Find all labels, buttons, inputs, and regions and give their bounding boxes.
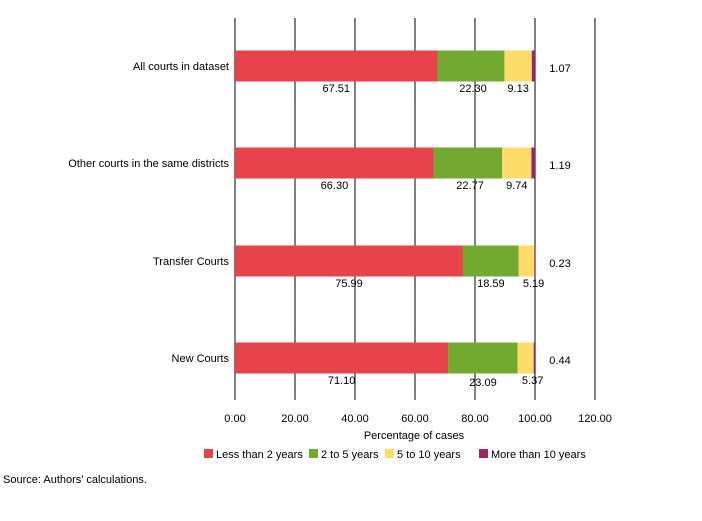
- bar-segment: [462, 245, 519, 277]
- data-labels: 67.51 22.30 9.13 1.07 66.30 22.77 9.74 1.19 75.9…: [321, 63, 571, 389]
- x-tick-label: 20.00: [281, 413, 309, 425]
- x-tick-label: 0.00: [224, 413, 245, 425]
- data-label: 23.09: [469, 377, 497, 389]
- gridlines: [234, 18, 596, 400]
- legend-label: 5 to 10 years: [397, 449, 461, 461]
- bar-segment: [433, 147, 503, 179]
- category-label: Transfer Courts: [153, 256, 230, 268]
- data-label: 18.59: [477, 278, 505, 290]
- bar-segment: [235, 50, 438, 82]
- legend-swatch: [385, 449, 394, 458]
- bar-segment: [517, 342, 534, 374]
- bar-segment: [502, 147, 532, 179]
- bar-segment: [448, 342, 518, 374]
- data-label: 1.19: [549, 160, 570, 172]
- bar-segment: [531, 147, 535, 179]
- legend-label: More than 10 years: [491, 449, 586, 461]
- x-tick-label: 80.00: [461, 413, 489, 425]
- category-labels: All courts in dataset Other courts in the…: [68, 61, 229, 365]
- data-label: 71.10: [328, 375, 356, 387]
- legend-swatch: [479, 449, 488, 458]
- category-label: Other courts in the same districts: [68, 158, 229, 170]
- x-axis-title: Percentage of cases: [364, 430, 465, 442]
- data-label: 5.19: [523, 278, 544, 290]
- category-label: New Courts: [172, 353, 230, 365]
- x-tick-label: 100.00: [518, 413, 552, 425]
- data-label: 0.44: [549, 355, 570, 367]
- bar-segment: [533, 342, 535, 374]
- legend-swatch: [204, 449, 213, 458]
- bars: [235, 50, 536, 374]
- data-label: 22.77: [456, 180, 484, 192]
- data-label: 9.74: [506, 180, 527, 192]
- legend-label: Less than 2 years: [216, 449, 303, 461]
- category-label: All courts in dataset: [133, 61, 229, 73]
- x-tick-label: 120.00: [578, 413, 612, 425]
- data-label: 1.07: [549, 63, 570, 75]
- legend-swatch: [309, 449, 318, 458]
- data-label: 5.37: [522, 375, 543, 387]
- legend-label: 2 to 5 years: [321, 449, 379, 461]
- legend: Less than 2 years 2 to 5 years 5 to 10 yea…: [204, 449, 586, 461]
- data-label: 66.30: [321, 180, 349, 192]
- bar-segment: [531, 50, 536, 82]
- x-tick-label: 60.00: [401, 413, 429, 425]
- data-label: 9.13: [507, 83, 528, 95]
- x-tick-label: 40.00: [341, 413, 369, 425]
- bar-segment: [504, 50, 532, 82]
- bar-segment: [235, 245, 463, 277]
- x-tick-labels: 0.00 20.00 40.00 60.00 80.00 100.00 120.00: [224, 413, 612, 425]
- bar-segment: [235, 147, 434, 179]
- data-label: 0.23: [549, 258, 570, 270]
- bar-segment: [437, 50, 505, 82]
- bar-segment: [534, 245, 536, 277]
- data-label: 75.99: [335, 278, 363, 290]
- stacked-bar-chart: 67.51 22.30 9.13 1.07 66.30 22.77 9.74 1.19 75.9…: [68, 18, 612, 461]
- bar-segment: [235, 342, 449, 374]
- bar-segment: [518, 245, 535, 277]
- source-note: Source: Authors’ calculations.: [3, 474, 147, 486]
- data-label: 22.30: [459, 83, 487, 95]
- data-label: 67.51: [322, 83, 350, 95]
